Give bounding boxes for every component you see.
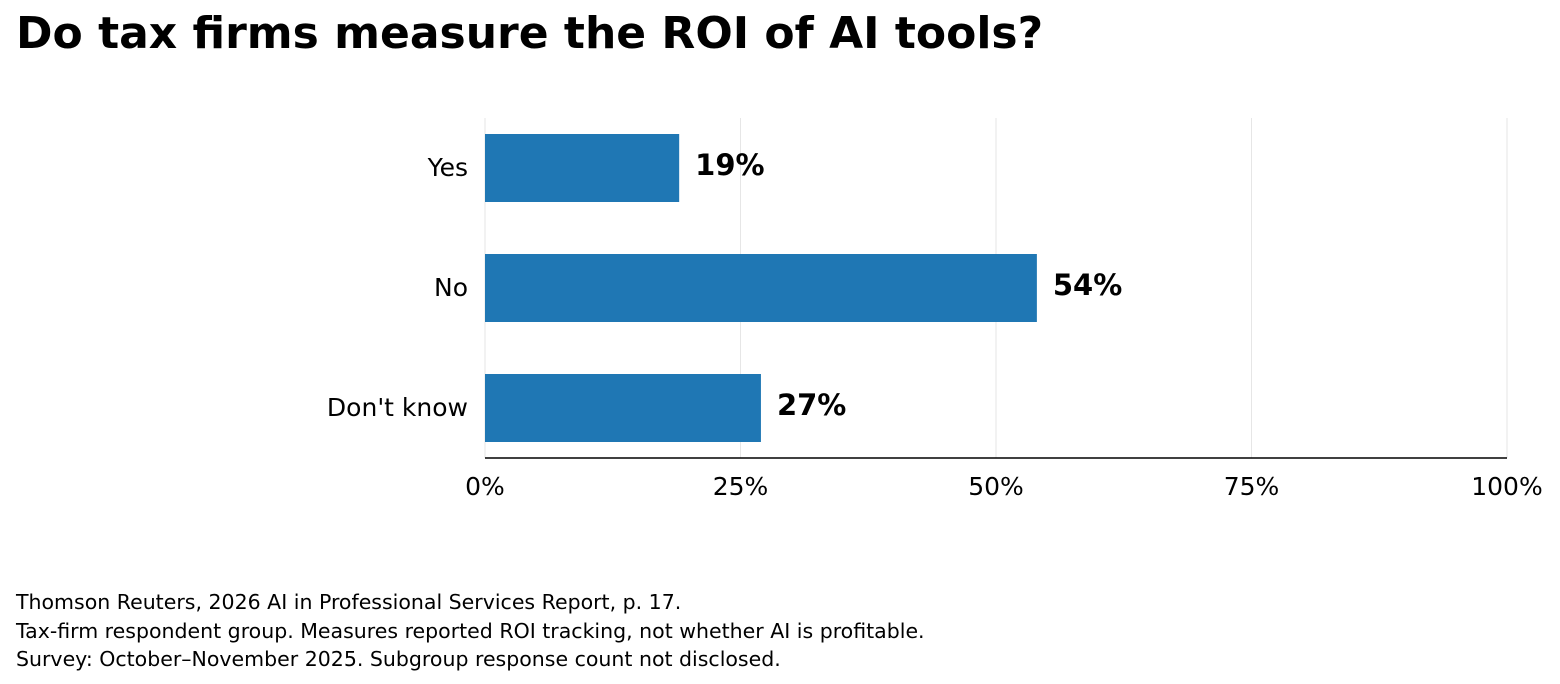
category-labels: Yes No Don't know bbox=[327, 153, 468, 422]
bar bbox=[485, 134, 680, 202]
scope-note: Tax-firm respondent group. Measures repo… bbox=[16, 618, 925, 643]
value-label: 54% bbox=[1053, 268, 1122, 302]
category-label: Yes bbox=[427, 153, 468, 182]
bars bbox=[485, 134, 1037, 442]
chart-title: Do tax firms measure the ROI of AI tools… bbox=[16, 8, 1044, 59]
x-axis-ticks: 0% 25% 50% 75% 100% bbox=[465, 472, 1543, 501]
x-tick-label: 50% bbox=[968, 472, 1024, 501]
survey-note: Survey: October–November 2025. Subgroup … bbox=[16, 647, 781, 671]
value-label: 27% bbox=[777, 388, 846, 422]
category-label: No bbox=[434, 273, 468, 302]
x-tick-label: 0% bbox=[465, 472, 505, 501]
source-note: Thomson Reuters, 2026 AI in Professional… bbox=[16, 590, 682, 614]
bar bbox=[485, 374, 761, 442]
category-label: Don't know bbox=[327, 393, 468, 422]
value-label: 19% bbox=[695, 148, 764, 182]
x-tick-label: 25% bbox=[713, 472, 769, 501]
value-labels: 19% 54% 27% bbox=[695, 148, 1122, 422]
footnotes: Thomson Reuters, 2026 AI in Professional… bbox=[16, 588, 925, 674]
x-tick-label: 75% bbox=[1224, 472, 1280, 501]
x-tick-label: 100% bbox=[1471, 472, 1542, 501]
bar bbox=[485, 254, 1037, 322]
